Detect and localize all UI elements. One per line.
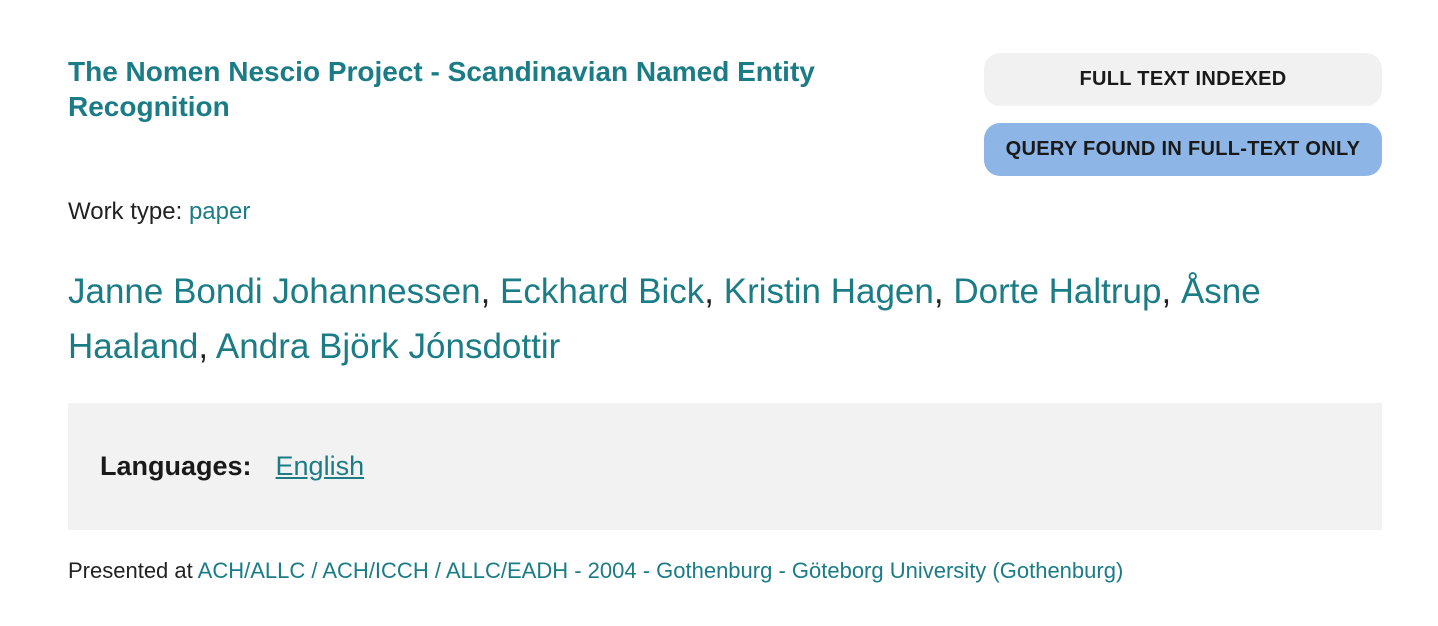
work-type-label: Work type: bbox=[68, 198, 183, 225]
language-link[interactable]: English bbox=[275, 451, 365, 481]
work-type: Work type: paper bbox=[68, 196, 250, 228]
author-link[interactable]: Kristin Hagen bbox=[723, 272, 934, 311]
author-link[interactable]: Dorte Haltrup bbox=[953, 272, 1162, 311]
presented-at-label: Presented at bbox=[68, 558, 193, 583]
author-link[interactable]: Åsne Haaland bbox=[68, 272, 1261, 366]
author-link[interactable]: Janne Bondi Johannessen bbox=[68, 272, 481, 311]
author-separator: , bbox=[198, 327, 209, 366]
full-text-indexed-badge: FULL TEXT INDEXED bbox=[984, 53, 1382, 106]
languages-label: Languages: bbox=[100, 451, 252, 481]
author-separator: , bbox=[480, 272, 491, 311]
presented-at: Presented at ACH/ALLC / ACH/ICCH / ALLC/… bbox=[68, 556, 1123, 586]
languages-panel: Languages: English bbox=[68, 403, 1382, 530]
author-separator: , bbox=[1161, 272, 1172, 311]
conference-link[interactable]: ACH/ALLC / ACH/ICCH / ALLC/EADH - 2004 -… bbox=[197, 558, 1124, 583]
author-list: Janne Bondi Johannessen, Eckhard Bick, K… bbox=[68, 264, 1328, 374]
work-type-link[interactable]: paper bbox=[188, 198, 251, 225]
query-found-badge: QUERY FOUND IN FULL-TEXT ONLY bbox=[984, 123, 1382, 176]
author-link[interactable]: Eckhard Bick bbox=[500, 272, 705, 311]
author-separator: , bbox=[933, 272, 944, 311]
author-separator: , bbox=[704, 272, 715, 311]
author-link[interactable]: Andra Björk Jónsdottir bbox=[215, 327, 561, 366]
work-title: The Nomen Nescio Project - Scandinavian … bbox=[68, 56, 815, 122]
